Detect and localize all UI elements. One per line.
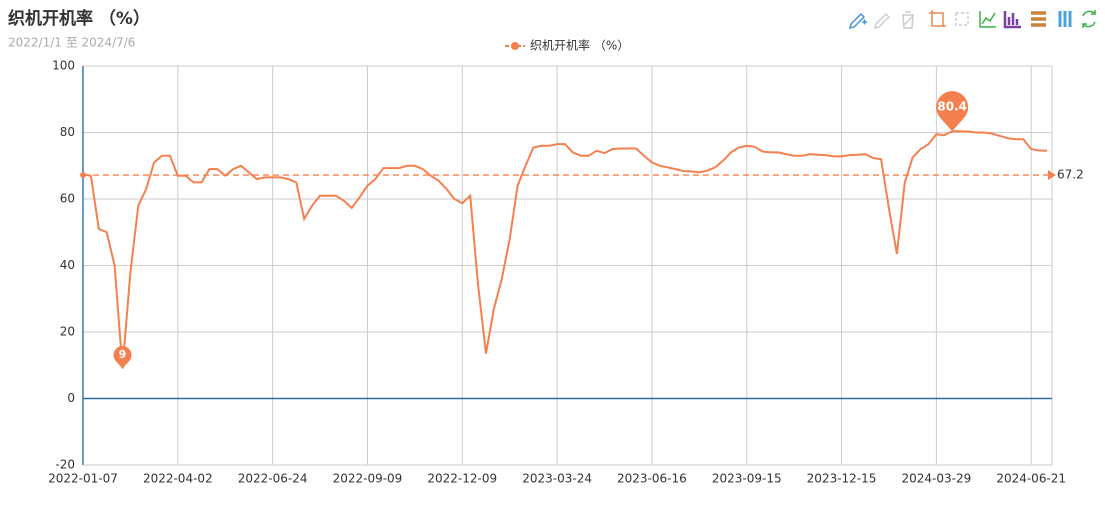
tool-erase[interactable] — [873, 12, 891, 30]
tool-draw[interactable] — [848, 12, 867, 30]
x-tick-label: 2022-01-07 — [48, 472, 118, 486]
x-tick-label: 2024-06-21 — [996, 472, 1066, 486]
x-tick-label: 2023-12-15 — [807, 472, 877, 486]
y-tick-label: 20 — [60, 325, 75, 339]
mark-pin — [113, 346, 132, 369]
mark-label: 80.4 — [937, 100, 967, 114]
tool-delete[interactable] — [902, 11, 914, 29]
mark-label: 9 — [119, 348, 127, 361]
x-tick-label: 2023-09-15 — [712, 472, 782, 486]
x-tick-label: 2022-06-24 — [238, 472, 308, 486]
x-tick-label: 2022-04-02 — [143, 472, 213, 486]
average-label: 67.2 — [1057, 168, 1084, 182]
chart-title: 织机开机率 （%） — [8, 8, 150, 29]
y-tick-label: 60 — [60, 192, 75, 206]
tool-tiled[interactable] — [1058, 11, 1072, 27]
series-line — [82, 130, 1048, 369]
average-arrow — [1048, 170, 1056, 181]
x-tick-label: 2022-09-09 — [333, 472, 403, 486]
legend-symbol — [511, 42, 519, 50]
tool-stack[interactable] — [1031, 11, 1046, 27]
legend-label: 织机开机率 （%） — [530, 38, 629, 53]
legend[interactable]: 织机开机率 （%） — [505, 38, 629, 53]
mark-pin — [936, 91, 969, 132]
x-tick-label: 2022-12-09 — [427, 472, 497, 486]
x-tick-label: 2023-03-24 — [522, 472, 592, 486]
tool-restore[interactable] — [1082, 10, 1096, 28]
chart-subtitle: 2022/1/1 至 2024/7/6 — [8, 36, 135, 50]
x-tick-label: 2023-06-16 — [617, 472, 687, 486]
toolbox — [848, 10, 1096, 30]
y-tick-label: 80 — [60, 125, 75, 139]
y-tick-label: -20 — [55, 458, 75, 472]
tool-crop[interactable] — [929, 10, 946, 27]
y-tick-label: 40 — [60, 258, 75, 272]
x-tick-label: 2024-03-29 — [902, 472, 972, 486]
y-tick-label: 100 — [52, 59, 75, 73]
tool-line[interactable] — [979, 11, 996, 28]
tool-bar[interactable] — [1003, 11, 1021, 29]
tool-select[interactable] — [955, 12, 969, 26]
y-tick-label: 0 — [67, 391, 75, 405]
